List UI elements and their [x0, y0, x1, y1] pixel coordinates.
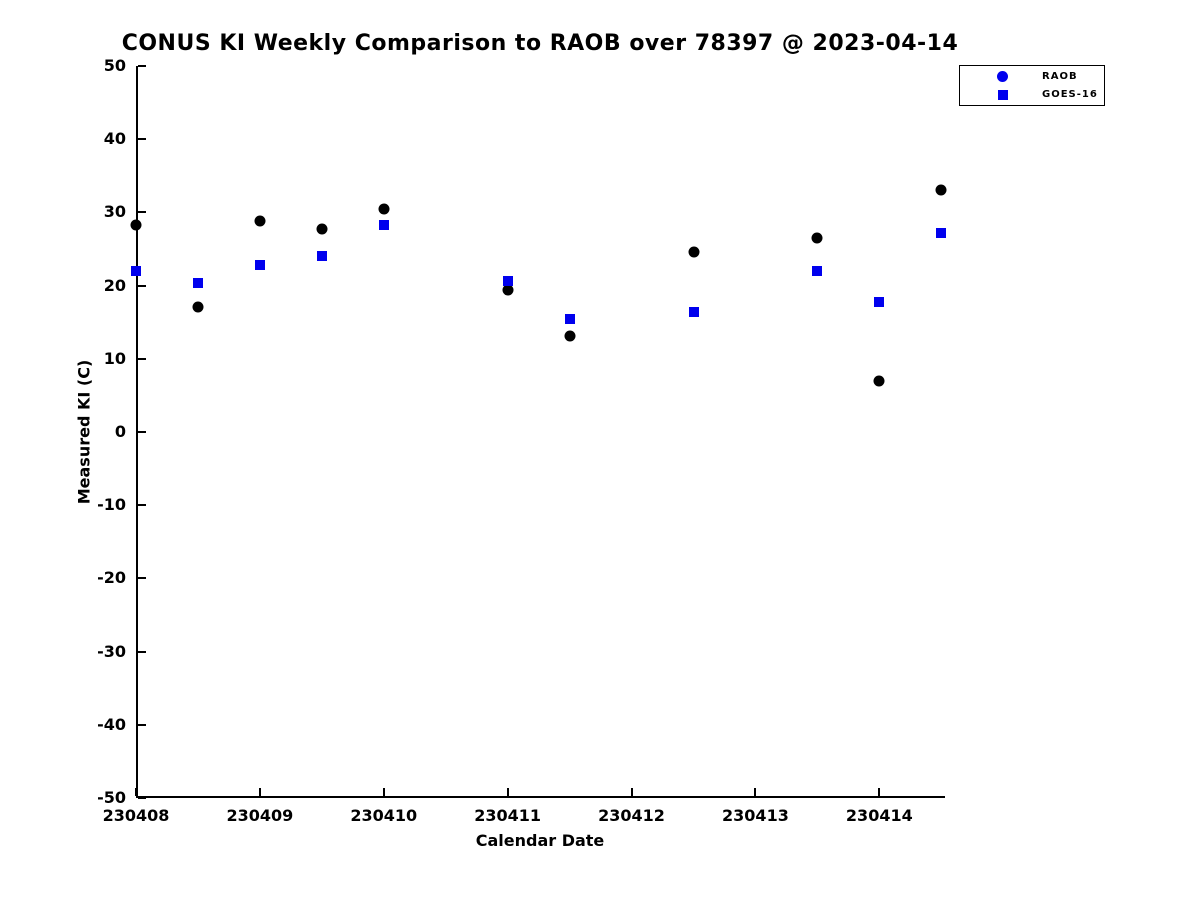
legend-item-goes16: GOES-16 [960, 87, 1104, 103]
y-tick [138, 138, 146, 141]
x-tick-label: 230412 [598, 806, 665, 825]
x-tick-label: 230413 [722, 806, 789, 825]
y-tick-label: 0 [114, 422, 126, 441]
y-tick [138, 357, 146, 360]
y-tick-label: -20 [97, 568, 126, 588]
y-tick [138, 723, 146, 726]
goes16-point [874, 296, 885, 307]
goes16-point [254, 260, 265, 271]
raob-legend-circle-icon [997, 70, 1008, 82]
goes16-point [564, 313, 575, 324]
goes16-point [192, 277, 203, 288]
goes16-point [316, 250, 327, 261]
goes16-legend-square-icon [997, 89, 1008, 100]
goes16-point [688, 306, 699, 317]
x-tick-label: 230409 [226, 806, 294, 825]
legend-label: GOES-16 [1042, 89, 1098, 101]
y-tick [138, 504, 146, 507]
raob-point [254, 215, 266, 227]
y-tick [138, 284, 146, 287]
raob-point [130, 219, 142, 231]
x-tick [878, 788, 881, 796]
y-tick [138, 431, 146, 433]
raob-point [935, 184, 947, 196]
chart-title: CONUS KI Weekly Comparison to RAOB over … [121, 31, 959, 56]
goes16-point [812, 265, 823, 276]
y-tick-label: -30 [97, 641, 126, 661]
y-tick-label: 10 [103, 348, 126, 368]
plot-area: 50 40 30 20 10 0 -10 -20 -30 -40 -50 230408 230409 23… [97, 56, 947, 825]
x-tick [630, 788, 633, 796]
x-tick-label: 230414 [845, 806, 913, 825]
y-tick [138, 650, 146, 653]
y-tick-label: 20 [103, 275, 126, 295]
x-axis-line [136, 796, 945, 798]
goes16-point [936, 227, 947, 238]
y-axis-line [136, 66, 138, 798]
y-tick [138, 577, 146, 580]
x-axis-label: Calendar Date [475, 831, 605, 850]
x-tick [135, 788, 137, 796]
goes16-point [131, 265, 141, 276]
x-tick [754, 788, 757, 796]
x-tick-label: 230410 [350, 806, 418, 825]
legend-item-raob: RAOB [960, 68, 1104, 84]
y-tick-label: -10 [97, 495, 126, 515]
raob-point [316, 223, 328, 235]
raob-point [564, 330, 576, 342]
goes16-point [502, 276, 513, 287]
x-tick [506, 788, 509, 796]
raob-point [192, 301, 204, 313]
y-tick [138, 65, 146, 67]
raob-point [688, 246, 699, 258]
legend-label: RAOB [1042, 70, 1078, 82]
raob-point [378, 203, 390, 215]
y-tick-label: 40 [103, 129, 126, 149]
x-tick [382, 788, 385, 796]
y-tick-label: 30 [103, 202, 126, 222]
y-tick-label: 50 [103, 56, 126, 75]
y-tick [138, 797, 146, 799]
x-tick-label: 230408 [102, 806, 170, 825]
legend: RAOB GOES-16 [959, 65, 1105, 106]
x-tick [258, 788, 261, 796]
y-tick-label: -40 [97, 714, 126, 734]
x-tick-label: 230411 [474, 806, 542, 825]
y-tick-label: -50 [97, 788, 126, 807]
goes16-point [378, 219, 389, 230]
raob-point [502, 284, 514, 296]
raob-point [873, 375, 885, 387]
y-tick [138, 211, 146, 214]
y-axis-label: Measured KI (C) [74, 359, 94, 505]
raob-point [811, 232, 823, 244]
